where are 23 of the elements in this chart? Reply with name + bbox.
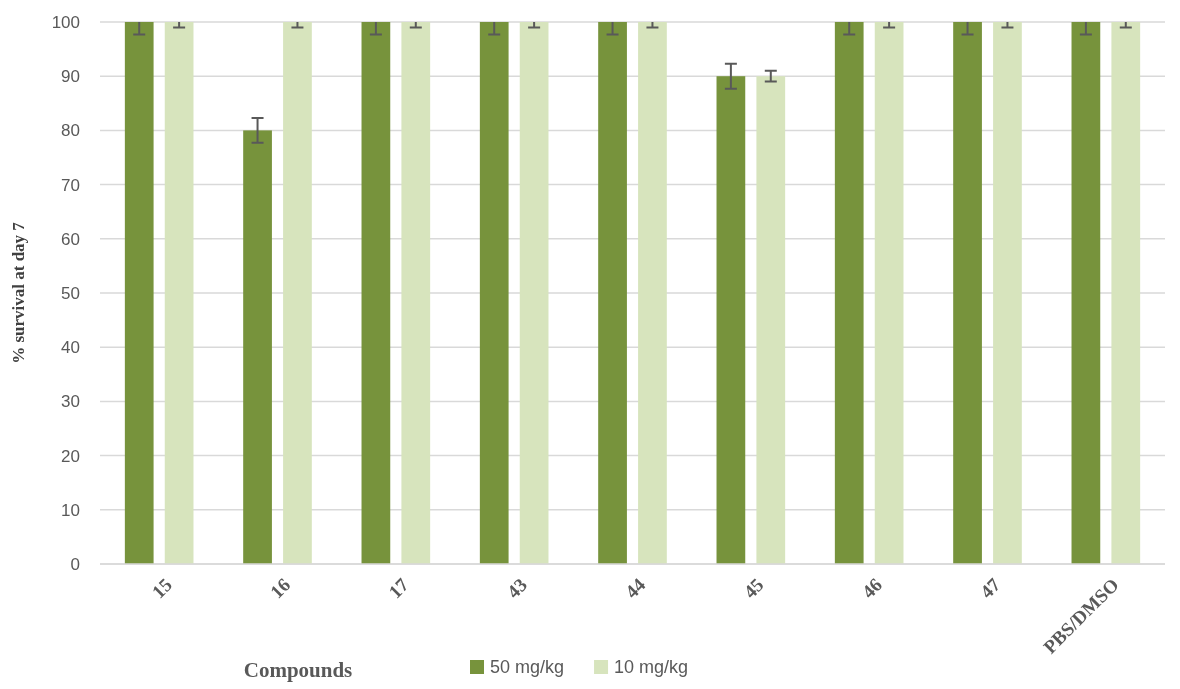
legend-label: 50 mg/kg <box>490 657 565 677</box>
x-tick-label: 47 <box>976 573 1005 603</box>
y-tick-label: 40 <box>61 338 80 358</box>
y-tick-label: 20 <box>61 446 80 466</box>
y-tick-label: 100 <box>51 12 80 32</box>
x-tick-label: 16 <box>266 573 295 603</box>
y-axis-title: % survival at day 7 <box>9 221 28 364</box>
y-tick-label: 30 <box>61 392 80 412</box>
x-tick-label: 46 <box>857 573 886 603</box>
y-tick-label: 90 <box>61 67 80 87</box>
x-tick-label: 17 <box>384 573 414 603</box>
x-tick-label: 44 <box>621 573 650 603</box>
y-tick-label: 10 <box>61 500 80 520</box>
x-tick-label: 43 <box>502 573 531 603</box>
y-tick-label: 80 <box>61 121 80 141</box>
y-tick-label: 70 <box>61 175 80 195</box>
x-tick-label: 15 <box>147 573 176 603</box>
x-tick-label: 45 <box>739 573 768 603</box>
legend-label: 10 mg/kg <box>614 657 689 677</box>
x-axis-title: Compounds <box>243 658 353 682</box>
y-tick-label: 60 <box>61 229 80 249</box>
y-tick-label: 0 <box>70 554 80 574</box>
y-tick-label: 50 <box>61 283 80 303</box>
